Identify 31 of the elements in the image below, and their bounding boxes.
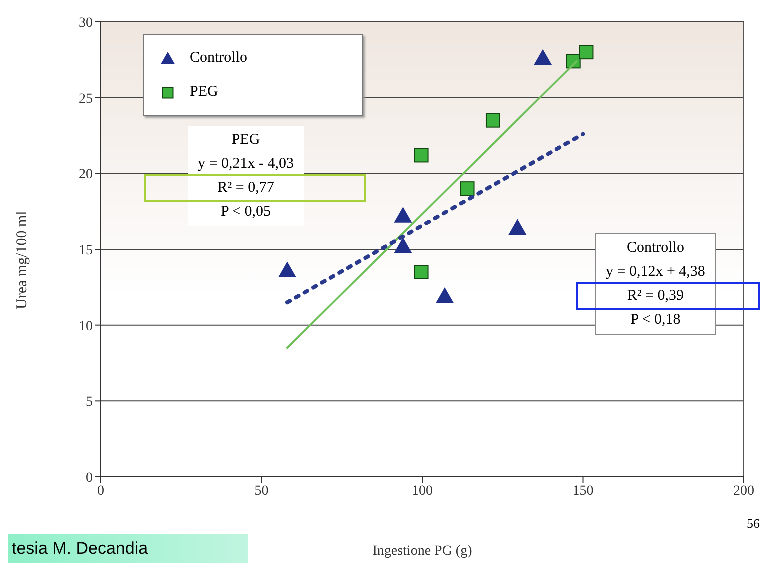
legend-label: PEG	[190, 84, 218, 100]
y-tick-label: 10	[79, 319, 93, 334]
point	[394, 237, 412, 254]
y-axis-title: Urea mg/100 ml	[14, 211, 30, 310]
point	[394, 207, 412, 223]
point	[460, 182, 475, 196]
y-tick-label: 25	[79, 92, 93, 107]
point	[579, 45, 594, 60]
point	[436, 288, 454, 304]
x-tick-label: 50	[254, 484, 269, 499]
text: tesia M. Decandia	[8, 534, 248, 563]
point	[414, 265, 429, 280]
y-tick-label: 20	[79, 168, 93, 183]
x-tick-label: 150	[572, 484, 594, 499]
point	[534, 49, 552, 66]
annotation: Controllo y = 0,12x + 4,38 R² = 0,39 P < 0,18	[606, 239, 706, 330]
annotation: PEG y = 0,21x - 4,03 R² = 0,77 P < 0,05	[198, 131, 294, 222]
x-tick-label: 0	[98, 484, 104, 499]
legend-label: Controllo	[190, 50, 248, 66]
point	[414, 148, 429, 163]
y-tick-label: 0	[86, 470, 93, 486]
x-tick-label: 200	[734, 484, 754, 499]
x-tick-label: 100	[412, 484, 433, 499]
point	[486, 113, 500, 128]
point	[508, 219, 527, 236]
y-tick-label: 5	[86, 395, 93, 410]
x-axis-title: Ingestione PG (g)	[372, 544, 473, 559]
text: 56	[747, 516, 760, 532]
y-tick-label: 15	[79, 243, 93, 258]
point	[278, 262, 296, 278]
y-tick-label: 30	[79, 16, 93, 31]
